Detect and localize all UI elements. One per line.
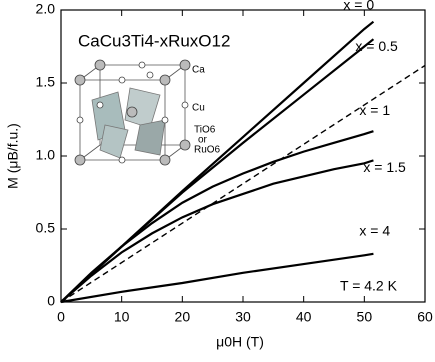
x-tick-label: 10 [114,309,130,325]
inset-label: RuO6 [194,145,221,156]
x-tick-label: 0 [57,309,65,325]
x-axis-label: μ0H (T) [216,334,264,350]
x-tick-label: 50 [357,309,373,325]
x-tick-label: 30 [235,309,251,325]
y-tick-label: 1.0 [36,147,56,163]
annotation: T = 4.2 K [340,278,398,294]
series-label: x = 4 [359,223,390,239]
chart-title: CaCu3Ti4-xRuxO12 [78,31,230,50]
y-tick-label: 0 [47,293,55,309]
y-tick-label: 0.5 [36,220,56,236]
inset-label: Ca [192,65,205,76]
series-label: x = 1 [359,102,390,118]
inset-label: or [198,135,208,146]
y-tick-label: 1.5 [36,74,56,90]
data-line [60,159,374,303]
y-tick-label: 2.0 [36,1,56,17]
inset-label: TiO6 [194,125,216,136]
series-label: x = 1.5 [363,159,406,175]
series-label: x = 0.5 [355,38,398,54]
x-tick-label: 40 [296,309,312,325]
series-label: x = 0 [343,0,374,12]
y-axis-label: M (μB/f.u.) [5,123,21,189]
x-tick-label: 20 [175,309,191,325]
data-line [60,64,426,303]
inset-label: Cu [192,103,205,114]
crystal-inset [74,59,191,166]
data-line [60,252,374,304]
x-tick-label: 60 [417,309,433,325]
data-line [60,130,374,303]
